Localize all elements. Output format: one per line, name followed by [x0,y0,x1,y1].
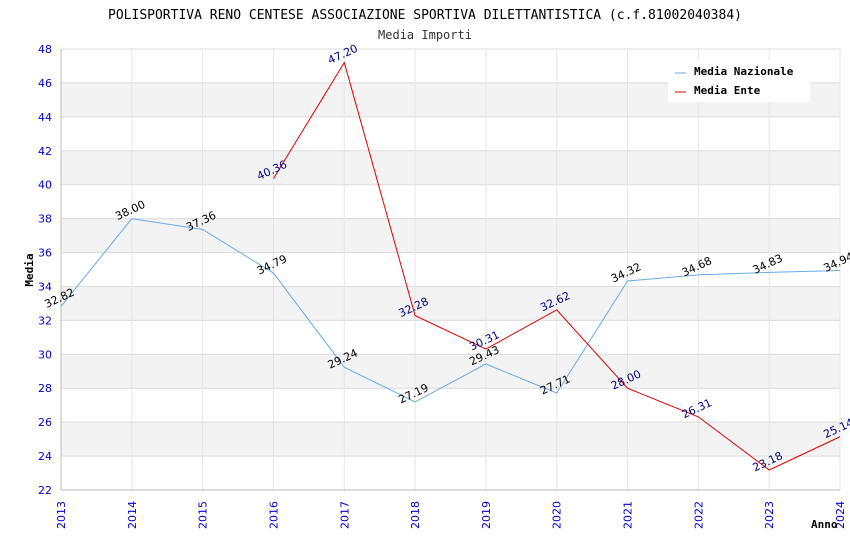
grid-band [61,286,840,321]
legend-background [668,60,810,102]
x-tick-label: 2018 [409,501,422,529]
y-tick-label: 42 [38,145,52,158]
y-tick-label: 44 [38,111,52,124]
y-tick-label: 22 [38,484,52,497]
chart-title: POLISPORTIVA RENO CENTESE ASSOCIAZIONE S… [108,8,742,23]
y-tick-label: 28 [38,382,52,395]
y-tick-label: 40 [38,179,52,192]
grid-band [61,184,840,219]
x-axis-label: Anno [811,518,838,531]
legend-label-media-ente: Media Ente [694,84,761,97]
x-tick-label: 2021 [622,501,635,529]
y-tick-label: 38 [38,213,52,226]
x-tick-label: 2014 [126,501,139,529]
chart-subtitle: Media Importi [378,28,472,42]
grid-band [61,252,840,287]
grid-band [61,320,840,355]
grid-band [61,422,840,457]
y-tick-label: 30 [38,348,52,361]
x-tick-label: 2019 [480,501,493,529]
legend-label-media-nazionale: Media Nazionale [694,65,794,78]
grid-band [61,456,840,490]
y-tick-label: 32 [38,314,52,327]
series-line-media-ente [273,61,841,471]
y-axis-ticks: 22 24 26 28 30 32 34 36 38 40 42 44 46 48 [38,43,52,497]
y-tick-label: 46 [38,77,52,90]
grid-band [61,116,840,151]
x-tick-label: 2023 [763,501,776,529]
x-tick-label: 2013 [55,501,68,529]
grid-band [61,150,840,185]
legend: Media Nazionale Media Ente [668,60,810,102]
y-tick-label: 26 [38,416,52,429]
y-tick-label: 36 [38,247,52,260]
x-axis-ticks: 2013 2014 2015 2016 2017 2018 2019 2020 2021 2022… [55,501,847,529]
y-tick-label: 34 [38,280,52,293]
x-tick-label: 2017 [338,501,351,529]
x-tick-label: 2016 [267,501,280,529]
y-axis-label: Media [23,253,36,286]
x-tick-label: 2022 [692,501,705,529]
x-tick-label: 2024 [834,501,847,529]
x-tick-label: 2015 [197,501,210,529]
grid-band [61,218,840,253]
x-tick-label: 2020 [551,501,564,529]
grid-bands [61,49,840,490]
y-tick-label: 24 [38,450,52,463]
grid-band [61,388,840,423]
series-line-media-nazionale [60,218,841,403]
y-tick-label: 48 [38,43,52,56]
